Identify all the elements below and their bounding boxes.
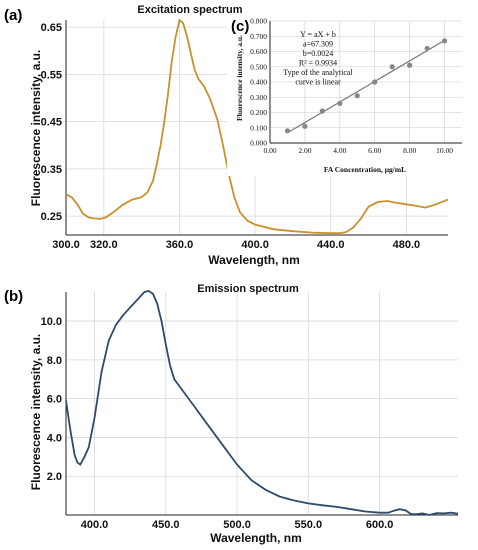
x-tick-label: 500.0 [223,519,251,531]
inset-y-label: Fluorescence intensity, a.u. [235,35,244,121]
inset-axes [269,21,462,144]
panel-label-b: (b) [4,288,23,305]
excitation-series-line [65,18,449,234]
y-tick-label: 2.0 [47,471,62,483]
inset-data-point [337,100,343,106]
inset-x-label: FA Concentration, µg/mL [324,165,406,174]
inset-background [227,14,465,176]
excitation-title: Excitation spectrum [137,4,242,16]
y-tick-label: 0.200 [250,108,267,117]
y-tick-label: 0.65 [41,22,62,34]
y-tick-label: 0.35 [41,164,62,176]
emission-y-label: Fluorescence intensity, a.u. [29,334,43,491]
inset-fit-line [287,39,445,134]
y-tick-label: 0.500 [250,62,267,71]
y-tick-label: 0.700 [250,32,267,41]
y-tick-label: 0.45 [41,117,62,129]
emission-grid [66,292,458,515]
emission-panel: (b) Emission spectrum 2.0 4.0 6.0 8.0 10.0 4… [4,283,459,545]
excitation-axes [65,20,448,236]
inset-annotation-line: curve is linear [295,78,341,87]
panel-label-c: (c) [231,18,249,35]
y-tick-label: 0.000 [250,139,267,148]
inset-data-point [354,93,360,99]
inset-data-point [407,62,413,68]
x-tick-label: 400.0 [81,519,109,531]
inset-annotation-line: R² = 0.9934 [299,59,337,68]
y-tick-label: 10.0 [41,316,62,328]
inset-data-points [284,38,448,134]
x-tick-label: 6.00 [368,146,381,155]
inset-data-point [319,108,325,114]
x-tick-label: 550.0 [295,519,323,531]
y-tick-label: 0.25 [41,211,62,223]
inset-data-point [284,128,291,134]
y-tick-label: 0.400 [250,78,267,87]
x-tick-label: 400.0 [241,239,269,251]
excitation-y-label: Fluorescence intensity, a.u. [29,50,43,207]
x-tick-label: 320.0 [90,239,118,251]
calibration-inset: (c) 0.0000.1000.2000.3000.4000.5000.6000… [227,14,465,176]
x-tick-label: 4.00 [333,146,346,155]
x-tick-label: 0.00 [263,146,276,155]
inset-annotation-line: a=67.309 [303,40,333,49]
x-tick-label: 300.0 [52,239,80,251]
inset-data-point [424,45,430,52]
emission-title: Emission spectrum [197,283,299,295]
y-tick-label: 4.0 [47,432,62,444]
emission-x-label: Wavelength, nm [210,531,302,545]
x-tick-label: 440.0 [317,239,345,251]
panel-label-a: (a) [4,7,22,24]
y-tick-label: 0.55 [41,69,62,81]
excitation-y-ticks: 0.25 0.35 0.45 0.55 0.65 [41,22,62,223]
x-tick-label: 2.00 [298,146,311,155]
y-tick-label: 0.800 [250,17,267,26]
emission-y-ticks: 2.0 4.0 6.0 8.0 10.0 [41,316,62,483]
x-tick-label: 450.0 [152,519,180,531]
inset-data-point [302,123,308,129]
excitation-x-label: Wavelength, nm [208,253,300,267]
inset-data-point [372,79,378,85]
x-tick-label: 10.00 [436,146,453,155]
inset-annotation-line: Type of the analytical [283,68,353,77]
inset-data-point [389,64,395,70]
emission-axes [65,292,458,516]
x-tick-label: 480.0 [393,239,421,251]
y-tick-label: 0.100 [250,123,267,132]
excitation-x-ticks: 300.0 320.0 360.0 400.0 440.0 480.0 [52,239,420,251]
y-tick-label: 0.300 [250,93,267,102]
y-tick-label: 0.600 [250,47,267,56]
emission-series-line [65,290,459,516]
y-tick-label: 8.0 [47,355,62,367]
x-tick-label: 600.0 [366,519,394,531]
inset-annotation-line: b=0.0024 [303,49,334,58]
x-tick-label: 8.00 [403,146,416,155]
inset-annotation-line: Y = aX + b [300,30,336,39]
inset-y-ticks: 0.000 0.100 0.200 0.300 0.400 0.500 0.600 0.700… [250,17,267,148]
emission-x-ticks: 400.0 450.0 500.0 550.0 600.0 [81,519,394,531]
y-tick-label: 6.0 [47,394,62,406]
x-tick-label: 360.0 [166,239,194,251]
inset-x-ticks: 0.00 2.00 4.00 6.00 8.00 10.00 [263,146,453,155]
inset-data-point [441,38,448,44]
